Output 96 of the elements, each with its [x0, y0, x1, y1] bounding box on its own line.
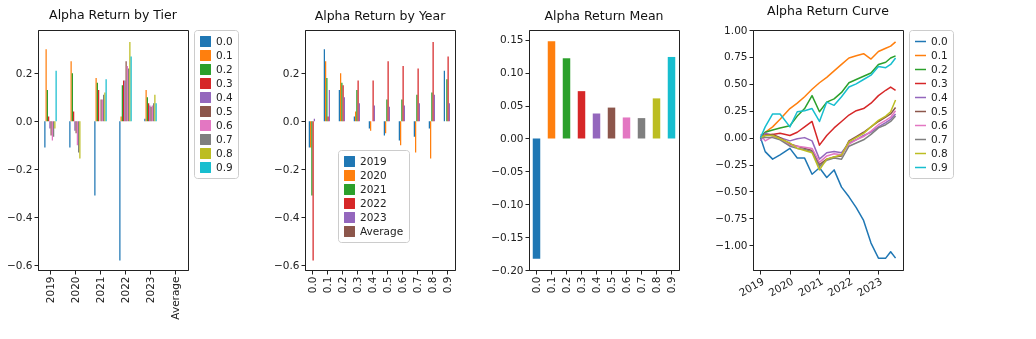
- x-tick-label: 2023: [143, 276, 156, 304]
- y-tick-label: −0.2: [274, 162, 300, 175]
- legend-label: 0.3: [931, 76, 948, 89]
- y-tick-label: −0.15: [491, 230, 524, 243]
- bar: [652, 98, 661, 139]
- legend-label: Average: [360, 224, 404, 237]
- x-tick-label: 0.3: [574, 276, 587, 294]
- y-tick-label: −0.50: [715, 184, 748, 197]
- chart-title: Alpha Return Mean: [544, 7, 664, 23]
- y-tick-label: 0.0: [15, 114, 33, 127]
- x-tick-label: 0.0: [529, 276, 542, 294]
- x-tick-label: 0.7: [410, 276, 423, 294]
- x-tick-label: 0.1: [544, 276, 557, 294]
- x-tick-label: 2020: [68, 276, 81, 304]
- x-tick-label: 0.2: [559, 276, 572, 294]
- y-tick-label: −0.6: [274, 258, 300, 271]
- x-tick-label: 0.4: [589, 276, 602, 294]
- y-tick-label: −0.2: [7, 162, 33, 175]
- x-tick-label: 0.5: [380, 276, 393, 294]
- x-tick-label: 0.9: [664, 276, 677, 294]
- chart-title: Alpha Return by Year: [314, 7, 447, 23]
- y-tick-label: −0.75: [715, 211, 748, 224]
- bar: [607, 107, 616, 139]
- legend-label: 0.5: [216, 104, 233, 117]
- y-tick-label: −0.6: [7, 258, 33, 271]
- y-tick-label: 0.2: [15, 66, 33, 79]
- x-tick-label: 0.7: [634, 276, 647, 294]
- legend-label: 0.0: [931, 34, 948, 47]
- x-tick-label: 2022: [118, 276, 131, 304]
- y-tick-label: 0.75: [724, 50, 748, 63]
- legend-label: 0.7: [216, 132, 233, 145]
- legend-label: 0.2: [931, 62, 948, 75]
- y-tick-label: −0.4: [274, 210, 300, 223]
- x-tick-label: 0.2: [335, 276, 348, 294]
- y-tick-label: 0.25: [724, 104, 748, 117]
- legend-label: 0.9: [216, 160, 233, 173]
- legend-label: 0.1: [216, 48, 233, 61]
- x-tick-label: 0.5: [604, 276, 617, 294]
- x-tick-label: 0.9: [440, 276, 453, 294]
- y-tick-label: −0.10: [491, 197, 524, 210]
- line-series: [759, 99, 897, 171]
- legend-label: 2023: [360, 210, 387, 223]
- x-tick-label: 0.3: [350, 276, 363, 294]
- x-tick-label: 0.1: [320, 276, 333, 294]
- x-tick-label: 0.0: [305, 276, 318, 294]
- bar: [622, 117, 631, 139]
- y-tick-label: −1.00: [715, 238, 748, 251]
- legend-label: 0.4: [931, 90, 949, 103]
- x-tick-label: 0.8: [649, 276, 662, 294]
- y-tick-label: −0.4: [7, 210, 33, 223]
- y-tick-label: −0.25: [715, 158, 748, 171]
- bar: [562, 58, 571, 139]
- x-tick-label: 2021: [93, 276, 106, 304]
- legend-label: 0.5: [931, 104, 948, 117]
- bar: [577, 91, 586, 139]
- legend-label: 0.3: [216, 76, 233, 89]
- bar: [547, 41, 556, 139]
- y-tick-label: 0.2: [282, 66, 300, 79]
- legend-label: 0.1: [931, 48, 948, 61]
- legend-label: 0.7: [931, 132, 948, 145]
- x-tick-label: 0.6: [619, 276, 632, 294]
- chart-title: Alpha Return Curve: [767, 2, 890, 18]
- x-tick-label: Average: [168, 276, 181, 320]
- x-tick-label: 0.4: [365, 276, 378, 294]
- y-tick-label: 0.05: [500, 99, 524, 112]
- legend-label: 0.2: [216, 62, 233, 75]
- legend-label: 0.6: [931, 118, 949, 131]
- y-tick-label: 0.15: [500, 33, 524, 46]
- legend-label: 0.8: [216, 146, 233, 159]
- legend-label: 2022: [360, 196, 387, 209]
- y-tick-label: −0.05: [491, 164, 524, 177]
- chart-title: Alpha Return by Tier: [49, 7, 178, 22]
- x-tick-label: 0.8: [425, 276, 438, 294]
- bar: [532, 138, 541, 259]
- legend-label: 2019: [360, 154, 387, 167]
- y-tick-label: 0.00: [724, 131, 748, 144]
- x-tick-label: 2019: [43, 276, 56, 304]
- legend-label: 0.0: [216, 34, 233, 47]
- legend-label: 0.4: [216, 90, 234, 103]
- y-tick-label: 0.0: [282, 114, 300, 127]
- x-tick-label: 0.6: [395, 276, 408, 294]
- legend-label: 0.6: [216, 118, 234, 131]
- line-series: [759, 136, 897, 259]
- line-series: [759, 86, 897, 146]
- legend-label: 0.8: [931, 146, 948, 159]
- bar: [637, 118, 646, 139]
- bar: [592, 113, 601, 139]
- y-tick-label: 0.10: [500, 66, 524, 79]
- legend-label: 2021: [360, 182, 387, 195]
- legend-label: 0.9: [931, 160, 948, 173]
- bar: [667, 56, 676, 139]
- y-tick-label: −0.20: [491, 263, 524, 276]
- legend-label: 2020: [360, 168, 387, 181]
- y-tick-label: 1.00: [724, 23, 748, 36]
- y-tick-label: 0.50: [724, 77, 748, 90]
- y-tick-label: 0.00: [500, 131, 524, 144]
